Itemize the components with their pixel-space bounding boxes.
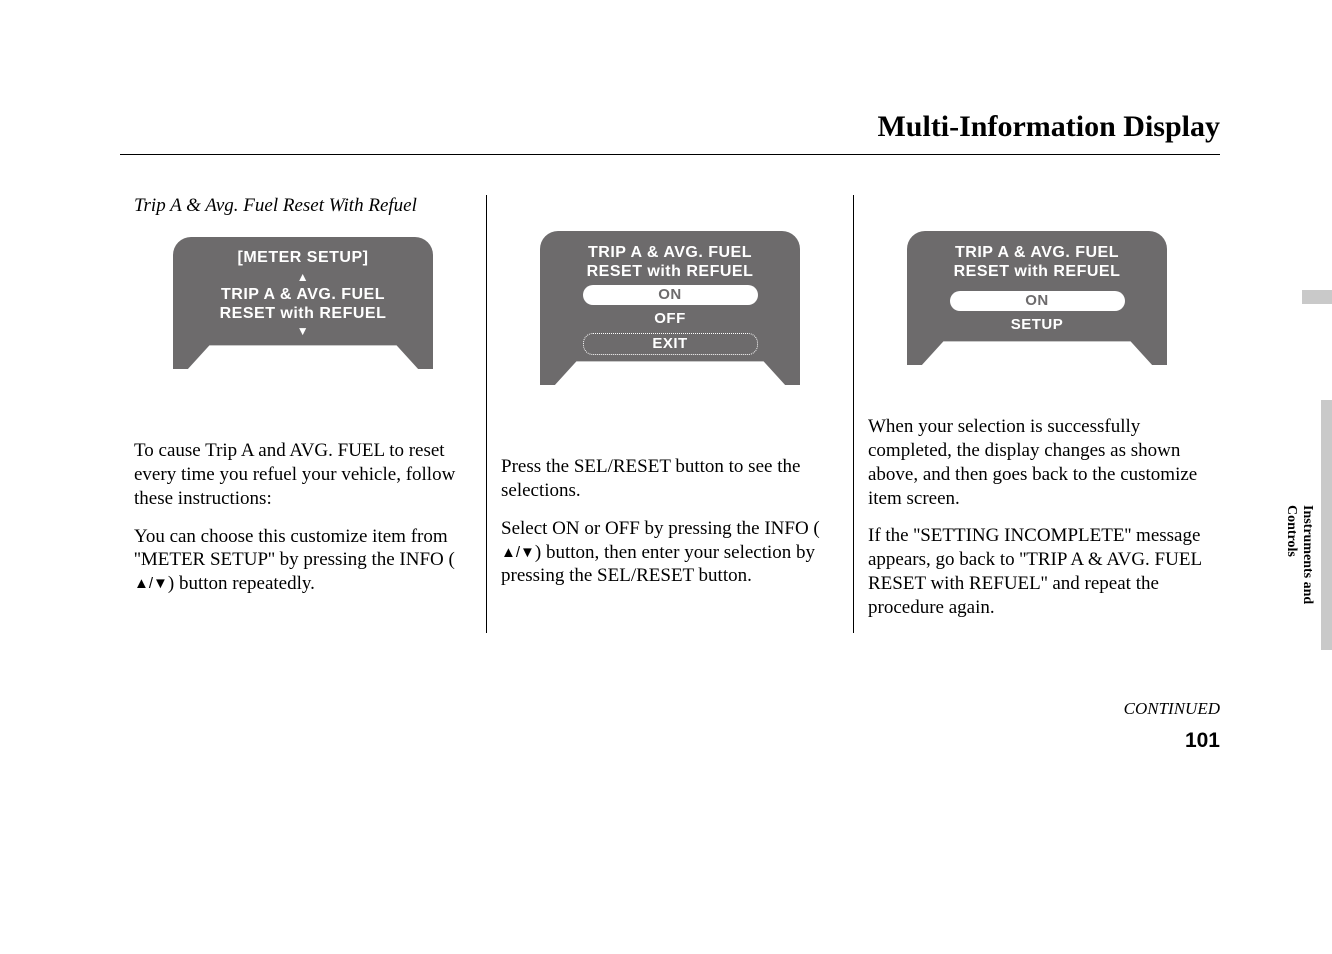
dash-display-meter-setup: [METER SETUP] ▲ TRIP A & AVG. FUEL RESET…	[173, 237, 433, 369]
dash3-line1: TRIP A & AVG. FUEL	[923, 243, 1151, 262]
col3-para2: If the ''SETTING INCOMPLETE'' message ap…	[868, 524, 1206, 619]
option-off: OFF	[583, 309, 758, 329]
dash-line1: TRIP A & AVG. FUEL	[189, 285, 417, 304]
down-arrow-icon: ▼	[189, 325, 417, 337]
confirm-setup-label: SETUP	[923, 315, 1151, 335]
col2-para2-b: ) button, then enter your selection by p…	[501, 542, 815, 587]
col2-para1: Press the SEL/RESET button to see the se…	[501, 455, 839, 503]
col1-display-wrap: [METER SETUP] ▲ TRIP A & AVG. FUEL RESET…	[134, 237, 472, 369]
col1-para2: You can choose this customize item from …	[134, 525, 472, 596]
dash-display-confirm: TRIP A & AVG. FUEL RESET with REFUEL ON …	[907, 231, 1167, 365]
option-exit: EXIT	[583, 333, 758, 355]
col1-para1: To cause Trip A and AVG. FUEL to reset e…	[134, 439, 472, 510]
col1-para2-b: ) button repeatedly.	[168, 573, 315, 594]
column-1: Trip A & Avg. Fuel Reset With Refuel [ME…	[120, 195, 486, 633]
dash3-line2: RESET with REFUEL	[923, 262, 1151, 281]
column-3: TRIP A & AVG. FUEL RESET with REFUEL ON …	[853, 195, 1220, 633]
col2-display-wrap: TRIP A & AVG. FUEL RESET with REFUEL ON …	[501, 231, 839, 385]
dash2-line1: TRIP A & AVG. FUEL	[556, 243, 784, 262]
dash2-line2: RESET with REFUEL	[556, 262, 784, 281]
title-rule	[120, 154, 1220, 155]
col3-para1: When your selection is successfully comp…	[868, 415, 1206, 510]
dash-display-options: TRIP A & AVG. FUEL RESET with REFUEL ON …	[540, 231, 800, 385]
manual-page: Multi-Information Display Trip A & Avg. …	[120, 110, 1220, 633]
dash-line2: RESET with REFUEL	[189, 304, 417, 323]
page-edge-tab	[1302, 290, 1332, 304]
info-buttons-icon: ▲/▼	[134, 575, 168, 594]
col2-para2: Select ON or OFF by pressing the INFO ( ▲…	[501, 517, 839, 588]
continued-label: CONTINUED	[120, 699, 1220, 719]
page-number: 101	[120, 729, 1220, 753]
content-columns: Trip A & Avg. Fuel Reset With Refuel [ME…	[120, 195, 1220, 633]
section-tab-strip	[1321, 400, 1332, 650]
column-2: TRIP A & AVG. FUEL RESET with REFUEL ON …	[486, 195, 853, 633]
confirm-on: ON	[950, 291, 1125, 311]
section-tab-label: Instruments and Controls	[1283, 505, 1315, 633]
col1-subhead: Trip A & Avg. Fuel Reset With Refuel	[134, 195, 472, 217]
info-buttons-icon: ▲/▼	[501, 544, 535, 563]
col1-para2-a: You can choose this customize item from …	[134, 526, 455, 571]
dash-header: [METER SETUP]	[189, 249, 417, 267]
col3-display-wrap: TRIP A & AVG. FUEL RESET with REFUEL ON …	[868, 231, 1206, 365]
up-arrow-icon: ▲	[189, 271, 417, 283]
col2-para2-a: Select ON or OFF by pressing the INFO (	[501, 518, 820, 539]
page-title: Multi-Information Display	[120, 110, 1220, 144]
option-on: ON	[583, 285, 758, 305]
page-footer: CONTINUED 101	[120, 699, 1220, 753]
